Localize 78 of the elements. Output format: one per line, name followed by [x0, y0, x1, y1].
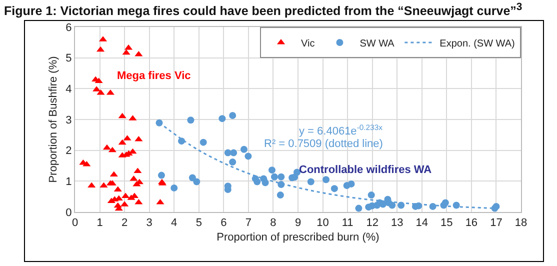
point: [322, 176, 330, 184]
legend-label: Vic: [301, 38, 315, 50]
point: [229, 112, 236, 119]
point: [114, 186, 122, 192]
point: [330, 185, 338, 192]
x-tick-label: 12: [366, 217, 378, 230]
point: [118, 112, 126, 118]
y-tick-label: 4: [66, 84, 72, 96]
annotation: Controllable wildfires WA: [299, 164, 432, 176]
point: [122, 49, 130, 55]
point: [106, 89, 114, 95]
x-tick-label: 9: [294, 217, 302, 230]
x-tick-label: 1: [96, 217, 103, 230]
y-tick-label: 6: [66, 22, 72, 34]
point: [122, 192, 130, 198]
point: [276, 192, 284, 199]
point: [218, 115, 226, 122]
point: [118, 139, 126, 145]
point: [254, 178, 261, 186]
point: [244, 152, 252, 160]
x-tick-label: 10: [316, 217, 329, 230]
point: [193, 178, 200, 186]
x-tick-label: 6: [220, 217, 227, 230]
point: [108, 146, 116, 152]
point: [278, 173, 285, 180]
point: [229, 158, 236, 166]
annotation: Mega fires Vic: [117, 70, 191, 82]
y-tick-label: 3: [66, 114, 72, 126]
x-tick-label: 7: [245, 217, 252, 230]
x-axis-title: Proportion of prescribed burn (%): [216, 231, 380, 244]
chart-title: Figure 1: Victorian mega fires could have been predicted from the “Sneeuwjagt curve”$^{3}$: [4, 2, 522, 18]
x-tick-label: 14: [416, 217, 428, 230]
point: [158, 172, 165, 179]
point: [240, 146, 248, 153]
x-tick-label: 16: [465, 217, 478, 230]
point: [134, 168, 142, 174]
y-tick-label: 0: [66, 206, 72, 219]
point: [270, 173, 278, 180]
point: [114, 202, 122, 208]
x-tick-label: 18: [514, 217, 528, 230]
point: [230, 149, 238, 156]
point: [100, 182, 108, 188]
point: [388, 202, 396, 209]
point: [268, 166, 276, 174]
point: [307, 178, 314, 186]
point: [187, 116, 194, 124]
x-tick-label: 15: [440, 217, 453, 230]
point: [200, 138, 207, 146]
point: [96, 89, 105, 95]
legend-label: Expon. (SW WA): [440, 38, 515, 50]
point: [156, 198, 164, 204]
annotation: R² = 0.7509 (dotted line): [264, 138, 383, 150]
point: [262, 179, 269, 186]
x-tick-label: 17: [490, 217, 502, 230]
point: [102, 144, 111, 150]
point: [355, 204, 362, 212]
x-tick-label: 13: [390, 217, 404, 230]
point: [442, 199, 449, 206]
point: [94, 78, 103, 84]
x-tick-label: 3: [146, 217, 152, 230]
point: [188, 174, 196, 182]
point: [170, 184, 178, 192]
point: [368, 192, 375, 199]
point: [348, 180, 355, 188]
point: [134, 50, 143, 56]
annotation: y = 6.4061e$^{-0.233x}$: [299, 123, 383, 138]
y-axis-title: Proportion of Bushfire (%): [47, 56, 60, 183]
y-tick-label: 5: [66, 52, 72, 65]
x-tick-label: 2: [121, 217, 128, 230]
y-tick-label: 1: [66, 176, 72, 188]
x-tick-label: 4: [171, 217, 178, 230]
y-tick-label: 2: [66, 145, 72, 158]
x-tick-label: 8: [270, 217, 276, 230]
x-tick-label: 5: [196, 217, 202, 230]
point: [134, 198, 143, 204]
legend-label: SW WA: [360, 38, 395, 50]
x-tick-label: 11: [342, 217, 354, 230]
point: [88, 182, 96, 188]
